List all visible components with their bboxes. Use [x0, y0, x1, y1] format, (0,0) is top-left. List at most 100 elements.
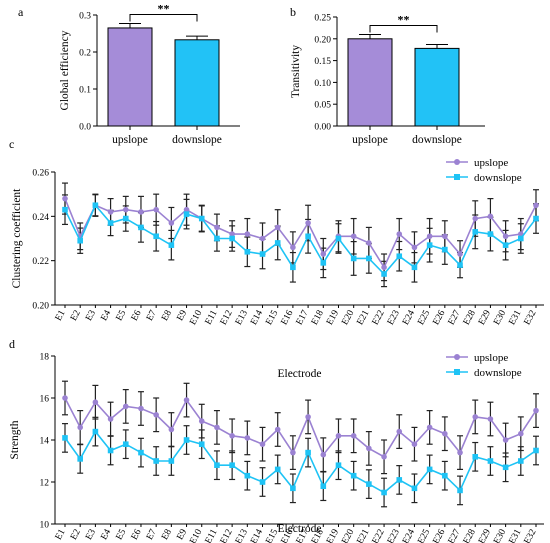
point-upslope [396, 428, 403, 435]
panel-label-a: a [18, 5, 24, 19]
point-downslope [502, 242, 509, 248]
point-upslope [183, 397, 190, 403]
point-downslope [487, 458, 494, 464]
point-upslope [381, 454, 387, 460]
panel-c: c 0.20 0.22 0.24 0.26 Clustering coefficient E… [9, 137, 544, 380]
point-upslope [122, 403, 129, 410]
point-downslope [305, 233, 311, 240]
point-downslope [198, 441, 205, 447]
point-downslope [472, 229, 479, 235]
point-downslope [214, 462, 220, 468]
x-tick-label-E21: E21 [356, 309, 372, 327]
point-downslope [62, 206, 68, 213]
point-upslope [138, 405, 144, 412]
point-upslope [305, 220, 311, 226]
x-tick-label-E3: E3 [84, 309, 98, 323]
x-tick-label-E22: E22 [371, 309, 387, 327]
point-downslope [366, 255, 372, 262]
point-upslope [381, 264, 387, 271]
y-tick-label: 10 [40, 521, 50, 531]
point-upslope [320, 451, 327, 458]
point-upslope [138, 209, 144, 215]
x-tick-label-E12: E12 [219, 528, 235, 543]
x-tick-label-E7: E7 [145, 309, 159, 323]
point-upslope [198, 418, 205, 424]
point-downslope [335, 235, 342, 242]
panel-a: a 0.0 0.1 0.2 0.3 Global efficiency upslope dow… [18, 2, 240, 146]
point-upslope [122, 206, 129, 213]
x-tick-label-E22: E22 [371, 528, 387, 543]
y-tick-label: 0.2 [79, 49, 91, 59]
x-tick-label-E28: E28 [462, 309, 478, 327]
y-axis-title: Strength [9, 420, 21, 459]
x-tick-label-E28: E28 [462, 528, 478, 543]
panel-label-b: b [290, 5, 296, 19]
series-upslope [62, 380, 539, 475]
x-tick-label-E5: E5 [115, 528, 129, 542]
bar-downslope [174, 39, 220, 127]
point-downslope [77, 237, 83, 244]
significance-bracket [129, 14, 198, 22]
x-tick-label-E5: E5 [115, 309, 129, 323]
y-tick-label: 0.3 [79, 12, 91, 22]
legend-marker-upslope [454, 159, 460, 165]
point-upslope [259, 441, 266, 448]
point-upslope [518, 430, 524, 437]
point-upslope [77, 424, 83, 431]
point-downslope [350, 472, 357, 479]
point-upslope [502, 437, 509, 443]
x-tick-label-E8: E8 [160, 309, 174, 323]
point-upslope [62, 395, 68, 401]
x-tick-label-E26: E26 [431, 528, 447, 543]
point-downslope [457, 487, 463, 494]
x-tick-label-E9: E9 [175, 309, 189, 323]
x-tick-label-E9: E9 [175, 528, 189, 542]
point-upslope [442, 233, 448, 240]
x-tick-label-E31: E31 [507, 309, 523, 327]
point-downslope [183, 437, 190, 443]
bar-upslope [107, 27, 153, 127]
point-upslope [62, 195, 68, 202]
point-upslope [426, 424, 433, 431]
point-downslope [290, 264, 296, 271]
x-tick-label-E23: E23 [386, 528, 402, 543]
point-upslope [274, 224, 281, 231]
point-upslope [472, 215, 479, 222]
x-tick-label-E25: E25 [416, 528, 432, 543]
point-downslope [472, 454, 479, 460]
y-tick-label: 0.05 [314, 101, 331, 111]
point-upslope [244, 435, 251, 441]
point-downslope [259, 479, 266, 485]
point-upslope [214, 224, 220, 231]
point-downslope [320, 483, 327, 489]
point-downslope [122, 441, 129, 447]
point-upslope [274, 426, 281, 433]
y-tick-label: 0.24 [32, 213, 49, 223]
point-upslope [229, 433, 235, 439]
point-upslope [411, 244, 418, 251]
x-tick-label-E18: E18 [310, 309, 326, 327]
x-tick-label-E23: E23 [386, 309, 402, 327]
point-downslope [259, 251, 266, 257]
point-upslope [290, 449, 296, 456]
y-tick-label: 0.22 [32, 257, 49, 267]
y-tick-label: 12 [40, 479, 50, 489]
series-downslope [62, 416, 539, 508]
series-downslope [62, 194, 539, 288]
x-tick-label-E11: E11 [204, 527, 220, 543]
point-downslope [396, 477, 403, 483]
x-tick-label-E32: E32 [523, 309, 539, 327]
point-downslope [518, 235, 524, 242]
x-tick-label-E26: E26 [431, 309, 447, 327]
series-upslope [62, 182, 539, 282]
point-upslope [107, 209, 114, 215]
point-downslope [411, 485, 418, 492]
x-tick-label-E31: E31 [507, 528, 523, 543]
point-upslope [214, 424, 220, 431]
point-upslope [350, 433, 357, 439]
point-upslope [442, 430, 448, 437]
point-upslope [244, 231, 251, 237]
point-downslope [381, 489, 387, 496]
x-tick-label-E10: E10 [188, 528, 204, 543]
point-downslope [229, 235, 235, 242]
